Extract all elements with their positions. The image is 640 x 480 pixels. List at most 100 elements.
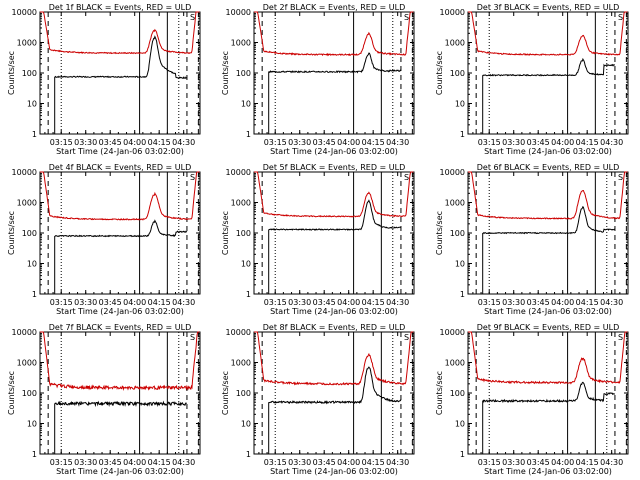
x-tick-label: 03:30 — [502, 458, 525, 467]
y-tick-label: 10 — [241, 260, 251, 269]
y-tick-label: 100 — [236, 69, 251, 78]
x-tick-label: 03:15 — [478, 458, 501, 467]
x-tick-label: 04:30 — [600, 298, 623, 307]
panel-flag: S — [618, 13, 623, 22]
x-axis-label: Start Time (24-Jan-06 03:02:00) — [270, 147, 398, 156]
x-tick-label: 03:15 — [50, 298, 73, 307]
uld-series-line — [468, 171, 628, 220]
panel-flag: S — [190, 173, 195, 182]
x-axis-label: Start Time (24-Jan-06 03:02:00) — [270, 307, 398, 316]
y-tick-label: 1 — [460, 130, 465, 139]
x-tick-label: 04:00 — [123, 458, 146, 467]
y-tick-label: 1000 — [445, 199, 465, 208]
x-tick-label: 04:00 — [551, 138, 574, 147]
x-axis-label: Start Time (24-Jan-06 03:02:00) — [484, 147, 612, 156]
y-tick-label: 10 — [455, 100, 465, 109]
x-tick-label: 04:15 — [148, 138, 171, 147]
x-axis-label: Start Time (24-Jan-06 03:02:00) — [484, 467, 612, 476]
x-tick-label: 03:15 — [50, 138, 73, 147]
x-tick-label: 03:30 — [502, 298, 525, 307]
plot-frame — [253, 171, 415, 295]
y-axis-label: Counts/sec — [7, 51, 16, 95]
events-series-line — [482, 205, 615, 235]
plot-frame — [39, 331, 201, 455]
uld-series-line — [254, 331, 414, 386]
x-tick-label: 04:15 — [362, 298, 385, 307]
x-axis-label: Start Time (24-Jan-06 03:02:00) — [270, 467, 398, 476]
x-tick-label: 04:30 — [600, 458, 623, 467]
x-tick-label: 03:45 — [527, 458, 550, 467]
panel-flag: S — [404, 173, 409, 182]
events-series-line — [54, 219, 188, 238]
events-series-line — [54, 35, 188, 79]
y-tick-label: 1 — [246, 290, 251, 299]
y-tick-label: 10000 — [226, 8, 251, 17]
y-tick-label: 1 — [32, 450, 37, 459]
panel-title: Det 8f BLACK = Events, RED = ULD — [263, 323, 406, 332]
y-axis-label: Counts/sec — [435, 371, 444, 415]
y-tick-label: 100 — [236, 389, 251, 398]
x-tick-label: 04:15 — [362, 458, 385, 467]
x-tick-label: 03:45 — [527, 298, 550, 307]
plot-frame — [39, 11, 201, 135]
uld-series-line — [254, 171, 414, 218]
y-tick-label: 1 — [32, 130, 37, 139]
x-tick-label: 04:30 — [172, 298, 195, 307]
x-tick-label: 03:30 — [74, 458, 97, 467]
y-tick-label: 10000 — [226, 168, 251, 177]
x-tick-label: 04:00 — [551, 298, 574, 307]
y-tick-label: 100 — [22, 229, 37, 238]
x-tick-label: 04:30 — [386, 138, 409, 147]
x-tick-label: 04:15 — [576, 298, 599, 307]
y-tick-label: 100 — [236, 229, 251, 238]
y-tick-label: 1000 — [231, 39, 251, 48]
events-series-line — [482, 57, 616, 77]
x-tick-label: 04:30 — [386, 458, 409, 467]
x-tick-label: 03:15 — [478, 298, 501, 307]
panel-flag: S — [618, 173, 623, 182]
events-series-line — [54, 400, 187, 408]
y-axis-label: Counts/sec — [435, 51, 444, 95]
x-tick-label: 04:00 — [123, 138, 146, 147]
y-tick-label: 100 — [450, 229, 465, 238]
y-tick-label: 10 — [241, 420, 251, 429]
plot-frame — [253, 11, 415, 135]
x-tick-label: 03:30 — [288, 138, 311, 147]
x-tick-label: 03:15 — [264, 458, 287, 467]
x-tick-label: 03:45 — [99, 458, 122, 467]
x-tick-label: 03:45 — [99, 138, 122, 147]
y-axis-label: Counts/sec — [7, 211, 16, 255]
y-axis-label: Counts/sec — [221, 51, 230, 95]
uld-series-line — [254, 11, 414, 57]
x-tick-label: 04:15 — [576, 458, 599, 467]
y-axis-label: Counts/sec — [221, 211, 230, 255]
x-axis-label: Start Time (24-Jan-06 03:02:00) — [56, 147, 184, 156]
panel-flag: S — [190, 13, 195, 22]
panel-title: Det 9f BLACK = Events, RED = ULD — [477, 323, 620, 332]
y-tick-label: 10000 — [440, 328, 465, 337]
x-axis-label: Start Time (24-Jan-06 03:02:00) — [56, 307, 184, 316]
events-series-line — [268, 52, 401, 74]
x-tick-label: 04:00 — [123, 298, 146, 307]
y-tick-label: 100 — [22, 69, 37, 78]
events-series-line — [268, 199, 402, 231]
events-series-line — [482, 381, 616, 404]
y-tick-label: 10 — [27, 260, 37, 269]
y-tick-label: 10 — [27, 100, 37, 109]
panel-title: Det 6f BLACK = Events, RED = ULD — [477, 163, 620, 172]
y-tick-label: 10000 — [12, 328, 37, 337]
y-tick-label: 10 — [241, 100, 251, 109]
panel-title: Det 3f BLACK = Events, RED = ULD — [477, 3, 620, 12]
panel-title: Det 1f BLACK = Events, RED = ULD — [49, 3, 192, 12]
x-tick-label: 04:30 — [600, 138, 623, 147]
x-tick-label: 04:15 — [576, 138, 599, 147]
x-tick-label: 03:15 — [264, 298, 287, 307]
